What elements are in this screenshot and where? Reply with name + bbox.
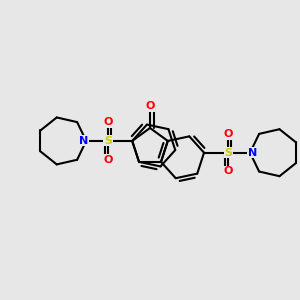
Text: O: O [224, 129, 233, 139]
Text: N: N [79, 136, 88, 146]
Text: S: S [104, 136, 112, 146]
Text: S: S [224, 148, 232, 158]
Text: O: O [145, 101, 155, 111]
Text: O: O [224, 167, 233, 176]
Text: O: O [103, 117, 113, 127]
Text: O: O [103, 154, 113, 165]
Text: N: N [248, 148, 257, 158]
